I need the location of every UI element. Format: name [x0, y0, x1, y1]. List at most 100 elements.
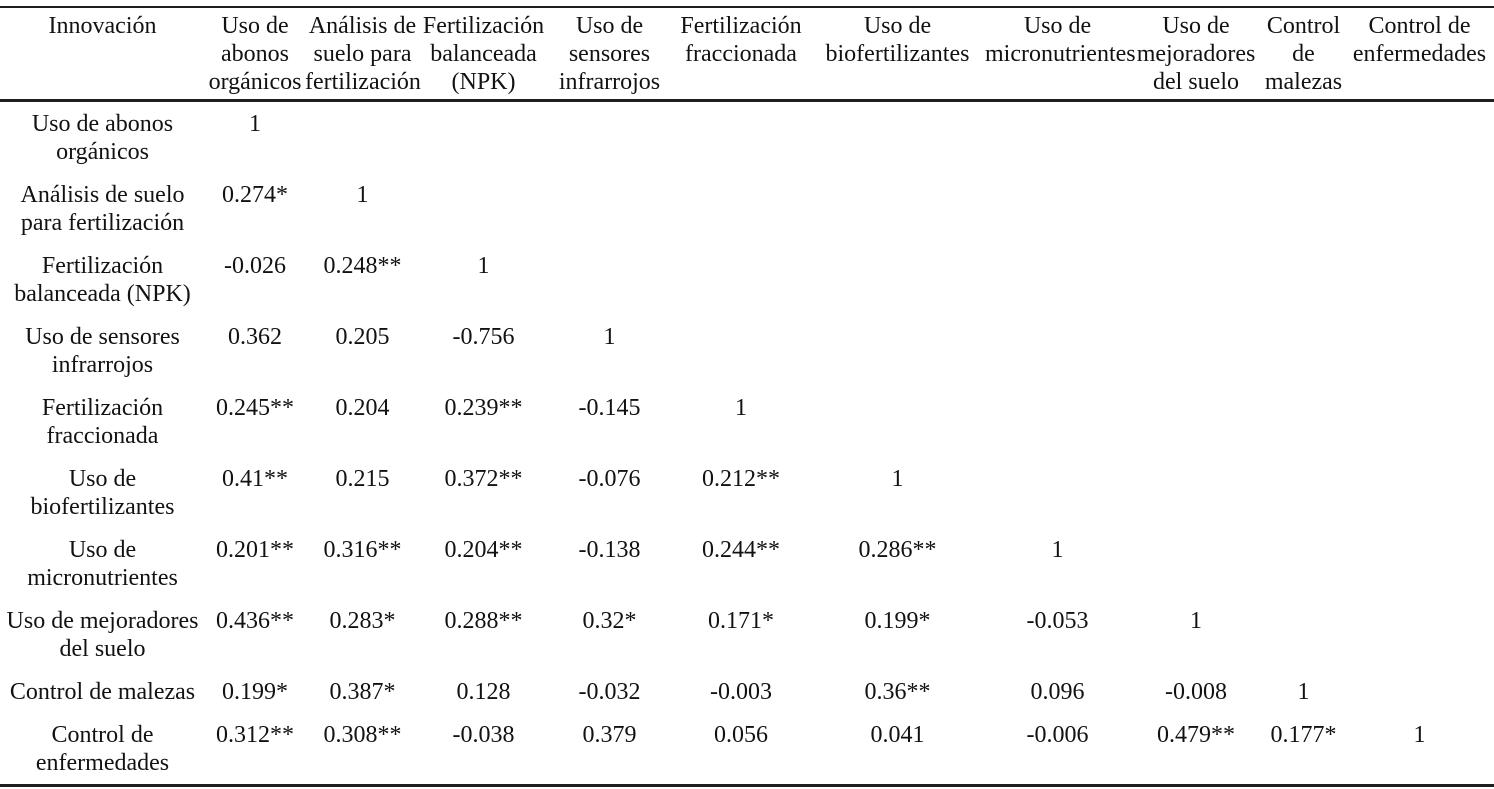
- empty-cell: [1262, 173, 1345, 244]
- table-body: Uso de abonos orgánicos 1 Análisis de suel…: [0, 101, 1494, 786]
- correlation-cell: 1: [477, 253, 490, 279]
- row-label: Fertilización balanceada (NPK): [14, 253, 191, 307]
- correlation-cell: -0.038: [452, 722, 515, 748]
- correlation-cell: 1: [891, 466, 904, 492]
- correlation-cell: 0.204: [335, 395, 390, 421]
- empty-cell: [1130, 315, 1262, 386]
- empty-cell: [1345, 457, 1494, 528]
- empty-cell: [1262, 457, 1345, 528]
- empty-cell: [547, 244, 672, 315]
- empty-cell: [672, 173, 810, 244]
- correlation-cell: 0.316**: [323, 537, 402, 563]
- empty-cell: [420, 173, 547, 244]
- empty-cell: [985, 315, 1130, 386]
- correlation-cell: 0.32*: [582, 608, 637, 634]
- table-row: Uso de abonos orgánicos 1: [0, 101, 1494, 174]
- correlation-cell: 1: [1051, 537, 1064, 563]
- table-row: Control de enfermedades 0.312** 0.308** -0.…: [0, 713, 1494, 786]
- empty-cell: [672, 315, 810, 386]
- correlation-cell: 0.199*: [222, 679, 288, 705]
- table-row: Uso de sensores infrarrojos 0.362 0.205 -0.…: [0, 315, 1494, 386]
- table-row: Control de malezas 0.199* 0.387* 0.128 -0.03…: [0, 670, 1494, 713]
- column-header: Uso de mejoradores del suelo: [1130, 7, 1262, 102]
- correlation-cell: 0.274*: [222, 182, 288, 208]
- column-header: Fertilización fraccionada: [672, 7, 810, 102]
- table-row: Análisis de suelo para fertilización 0.27…: [0, 173, 1494, 244]
- empty-cell: [810, 386, 985, 457]
- correlation-cell: -0.756: [452, 324, 515, 350]
- empty-cell: [1345, 101, 1494, 174]
- correlation-cell: 0.128: [456, 679, 511, 705]
- correlation-cell: 0.436**: [216, 608, 294, 634]
- correlation-cell: 0.387*: [329, 679, 396, 705]
- table-row: Uso de biofertilizantes 0.41** 0.215 0.372*…: [0, 457, 1494, 528]
- empty-cell: [985, 173, 1130, 244]
- correlation-cell: 0.36**: [864, 679, 931, 705]
- empty-cell: [985, 457, 1130, 528]
- empty-cell: [1262, 244, 1345, 315]
- column-header: Uso de micronutrientes: [985, 7, 1136, 102]
- correlation-cell: 1: [1190, 608, 1202, 634]
- correlation-cell: 0.286**: [858, 537, 937, 563]
- correlation-cell: -0.138: [578, 537, 641, 563]
- empty-cell: [1345, 599, 1494, 670]
- empty-cell: [1262, 315, 1345, 386]
- empty-cell: [1130, 457, 1262, 528]
- table-row: Fertilización balanceada (NPK) -0.026 0.24…: [0, 244, 1494, 315]
- row-label: Control de enfermedades: [35, 722, 170, 776]
- column-header: Uso de biofertilizantes: [810, 7, 985, 102]
- correlation-cell: 0.041: [870, 722, 925, 748]
- correlation-cell: 0.171*: [708, 608, 774, 634]
- correlation-cell: -0.006: [1026, 722, 1089, 748]
- empty-cell: [547, 173, 672, 244]
- empty-cell: [1130, 173, 1262, 244]
- empty-cell: [305, 101, 420, 174]
- row-label: Uso de abonos orgánicos: [31, 111, 174, 165]
- empty-cell: [672, 101, 810, 174]
- empty-cell: [810, 101, 985, 174]
- correlation-cell: 0.248**: [323, 253, 402, 279]
- empty-cell: [1345, 670, 1494, 713]
- empty-cell: [420, 101, 547, 174]
- table-header: Innovación Uso de abonos orgánicos Análisi…: [0, 7, 1494, 102]
- correlation-cell: 0.308**: [323, 722, 402, 748]
- empty-cell: [810, 315, 985, 386]
- correlation-cell: 0.379: [582, 722, 637, 748]
- correlation-cell: 0.372**: [444, 466, 523, 492]
- correlation-cell: 0.283*: [329, 608, 396, 634]
- empty-cell: [810, 244, 985, 315]
- correlation-cell: -0.008: [1165, 679, 1227, 705]
- column-header: Innovación: [0, 7, 205, 102]
- table-row: Uso de micronutrientes 0.201** 0.316** 0.20…: [0, 528, 1494, 599]
- correlation-cell: 0.215: [335, 466, 390, 492]
- empty-cell: [810, 173, 985, 244]
- column-header: Control de enfermedades: [1345, 7, 1494, 102]
- correlation-cell: 0.41**: [222, 466, 288, 492]
- empty-cell: [1130, 386, 1262, 457]
- correlation-cell: -0.053: [1026, 608, 1089, 634]
- correlation-cell: 0.479**: [1157, 722, 1235, 748]
- correlation-cell: -0.032: [578, 679, 641, 705]
- empty-cell: [1345, 528, 1494, 599]
- correlation-cell: 0.288**: [444, 608, 523, 634]
- correlation-cell: 1: [1413, 722, 1426, 748]
- correlation-cell: -0.026: [224, 253, 286, 279]
- correlation-cell: 0.312**: [216, 722, 294, 748]
- correlation-cell: 0.244**: [702, 537, 780, 563]
- table-row: Uso de mejoradores del suelo 0.436** 0.283…: [0, 599, 1494, 670]
- row-label: Análisis de suelo para fertilización: [20, 182, 185, 236]
- empty-cell: [985, 244, 1130, 315]
- correlation-cell: 1: [249, 111, 261, 137]
- empty-cell: [985, 386, 1130, 457]
- empty-cell: [1130, 528, 1262, 599]
- row-label: Uso de sensores infrarrojos: [25, 324, 180, 378]
- empty-cell: [1262, 386, 1345, 457]
- row-label: Uso de mejoradores del suelo: [6, 608, 199, 662]
- correlation-cell: 0.245**: [216, 395, 294, 421]
- empty-cell: [1130, 244, 1262, 315]
- correlation-cell: -0.076: [578, 466, 641, 492]
- correlation-cell: 1: [356, 182, 369, 208]
- empty-cell: [1262, 599, 1345, 670]
- empty-cell: [1262, 101, 1345, 174]
- empty-cell: [985, 101, 1130, 174]
